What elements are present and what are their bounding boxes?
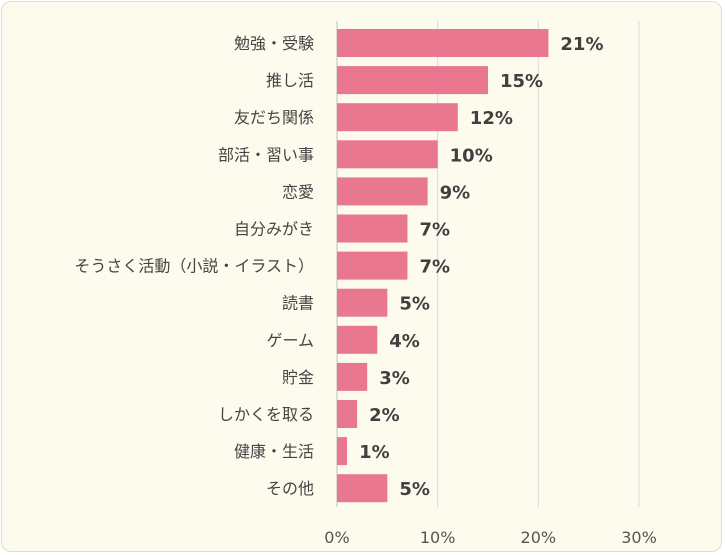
category-labels: 勉強・受験推し活友だち関係部活・習い事恋愛自分みがきそうさく活動（小説・イラスト… [74, 34, 314, 498]
category-label: しかくを取る [218, 405, 314, 424]
data-label: 12% [470, 108, 513, 129]
x-tick-label: 20% [521, 528, 557, 547]
data-label: 7% [419, 220, 450, 241]
data-label: 15% [500, 71, 543, 92]
data-label: 21% [560, 34, 603, 55]
data-label: 1% [359, 442, 390, 463]
bar [337, 288, 388, 317]
x-tick-label: 10% [420, 528, 456, 547]
category-label: そうさく活動（小説・イラスト） [74, 257, 314, 276]
category-label: 友だち関係 [234, 108, 314, 127]
category-label: 恋愛 [282, 182, 314, 201]
category-label: 貯金 [282, 368, 314, 387]
bar [337, 437, 348, 466]
bar [337, 474, 388, 503]
bar [337, 66, 488, 95]
bar [337, 177, 428, 206]
bar [337, 251, 408, 280]
category-label: 推し活 [266, 71, 314, 90]
x-tick-label: 0% [324, 528, 349, 547]
data-label: 4% [389, 331, 420, 352]
bar [337, 214, 408, 243]
bar [337, 325, 378, 354]
category-label: その他 [266, 479, 314, 498]
category-label: 部活・習い事 [218, 145, 314, 164]
x-axis-ticks: 0% 10% 20% 30% [324, 528, 656, 547]
value-labels: 21% 15% 12% 10% 9% 7% 7% 5% 4% 3% 2% 1% 5% [359, 34, 603, 500]
category-label: 読書 [282, 294, 314, 313]
data-label: 7% [419, 257, 450, 278]
category-label: 自分みがき [234, 220, 314, 239]
category-label: 勉強・受験 [234, 34, 314, 53]
data-label: 5% [399, 294, 430, 315]
data-label: 5% [399, 479, 430, 500]
bar [337, 400, 358, 428]
x-tick-label: 30% [621, 528, 657, 547]
bar [337, 103, 458, 132]
category-label: 健康・生活 [234, 442, 314, 461]
bar [337, 29, 549, 57]
bar [337, 362, 368, 391]
category-label: ゲーム [266, 331, 314, 350]
data-label: 3% [379, 368, 410, 389]
bar [337, 140, 438, 169]
bars [337, 29, 549, 503]
data-label: 2% [369, 405, 400, 426]
data-label: 9% [440, 182, 471, 203]
data-label: 10% [450, 145, 493, 166]
